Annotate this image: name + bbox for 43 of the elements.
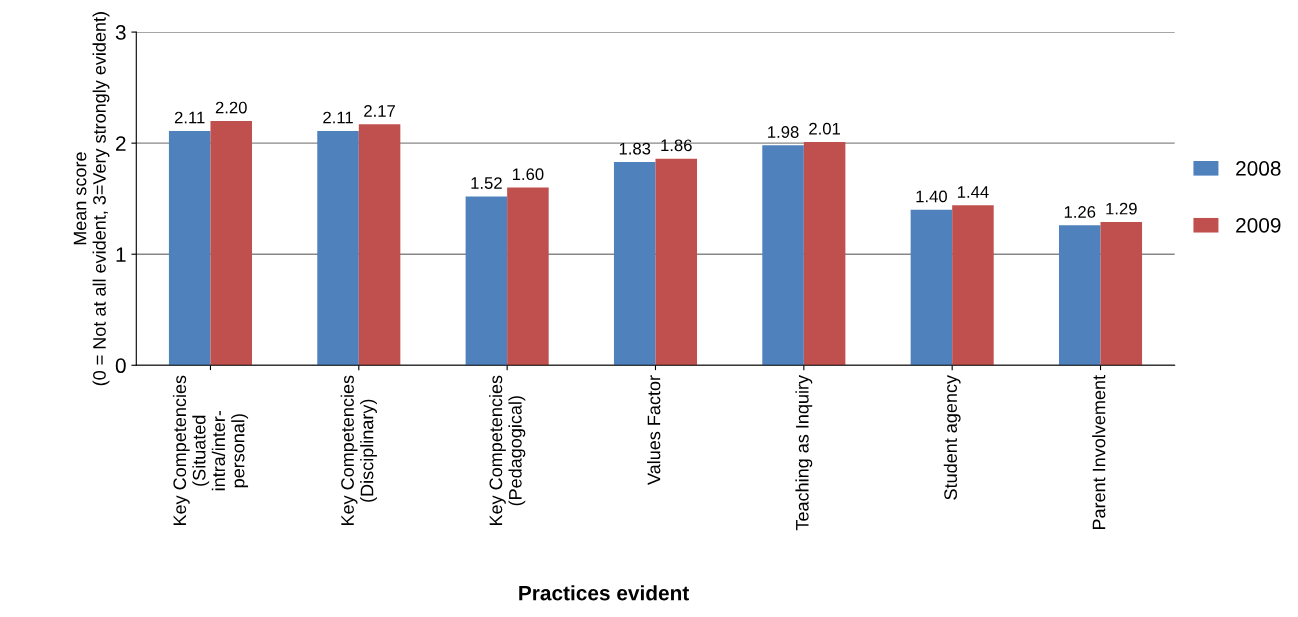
- bar: [952, 205, 994, 366]
- bar: [1100, 222, 1143, 366]
- x-tick-label: Values Factor: [647, 375, 661, 485]
- y-tick-label: 3: [115, 25, 126, 40]
- bar: [1058, 225, 1101, 366]
- y-tick-label: 0: [115, 358, 126, 374]
- bar: [465, 196, 508, 366]
- x-tick-label: Student agency: [943, 375, 961, 500]
- bar: [655, 158, 698, 366]
- data-label: 1.60: [512, 168, 544, 181]
- bar: [317, 130, 359, 366]
- y-tick-label: 1: [116, 247, 126, 262]
- bar: [168, 130, 211, 366]
- legend-label: 2009: [1236, 217, 1281, 233]
- bar: [762, 145, 804, 366]
- bar: [507, 187, 549, 366]
- y-axis-title: Mean score (0 = Not at all evident, 3=Very strongly evident): [73, 12, 110, 386]
- x-tick-label: Parent Involvement: [1092, 375, 1106, 530]
- data-label: 2.01: [809, 122, 841, 135]
- data-label: 1.44: [958, 186, 989, 198]
- x-tick-label: Teaching as Inquiry: [795, 375, 813, 531]
- bar: [210, 120, 252, 366]
- bar: [803, 142, 846, 366]
- x-tick-label: Key Competencies (Situated intra/inter- personal): [172, 375, 249, 526]
- bar: [358, 124, 401, 366]
- data-label: 1.40: [916, 190, 947, 203]
- data-label: 2.17: [364, 105, 395, 117]
- data-label: 1.86: [661, 139, 692, 152]
- bar: [613, 162, 656, 366]
- data-label: 1.26: [1064, 206, 1096, 218]
- data-label: 2.20: [215, 101, 247, 114]
- data-label: 1.83: [619, 142, 651, 155]
- data-label: 1.98: [768, 126, 799, 138]
- x-tick-label: Key Competencies (Disciplinary): [340, 375, 377, 526]
- x-tick-label: Key Competencies (Pedagogical): [489, 375, 526, 526]
- x-axis-title: Practices evident: [519, 585, 690, 601]
- y-tick-label: 2: [116, 136, 126, 151]
- data-label: 2.11: [174, 111, 205, 124]
- data-label: 1.52: [471, 177, 502, 189]
- bar: [910, 209, 953, 366]
- data-label: 1.29: [1106, 202, 1137, 215]
- data-label: 2.11: [323, 111, 353, 124]
- legend-label: 2008: [1236, 161, 1281, 176]
